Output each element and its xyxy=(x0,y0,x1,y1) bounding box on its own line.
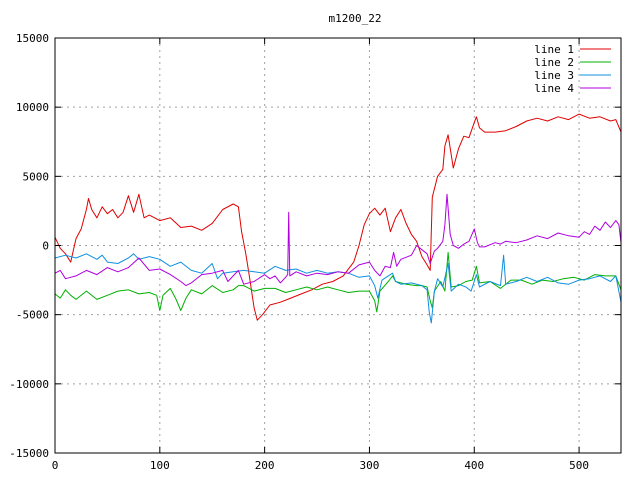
y-tick-label: -15000 xyxy=(9,447,49,460)
legend-label: line 1 xyxy=(534,43,574,56)
x-tick-label: 0 xyxy=(52,459,59,472)
chart-title: m1200_22 xyxy=(329,12,382,25)
legend-label: line 2 xyxy=(534,56,574,69)
x-tick-label: 300 xyxy=(360,459,380,472)
y-tick-label: 0 xyxy=(42,240,49,253)
legend-label: line 4 xyxy=(534,82,574,95)
y-tick-label: 15000 xyxy=(16,32,49,45)
grid-lines xyxy=(55,38,621,453)
x-tick-label: 200 xyxy=(255,459,275,472)
series-line-1 xyxy=(54,113,622,321)
legend-label: line 3 xyxy=(534,69,574,82)
series-line-4 xyxy=(54,193,622,287)
x-tick-label: 400 xyxy=(464,459,484,472)
series-line-3 xyxy=(54,253,622,324)
x-tick-label: 500 xyxy=(569,459,589,472)
y-tick-label: -5000 xyxy=(16,309,49,322)
series-line-2 xyxy=(54,251,622,313)
y-tick-label: -10000 xyxy=(9,378,49,391)
y-tick-label: 5000 xyxy=(23,170,50,183)
series-lines xyxy=(54,113,622,324)
y-tick-label: 10000 xyxy=(16,101,49,114)
x-tick-label: 100 xyxy=(150,459,170,472)
axis-ticks: 0 100 200 300 400 500 -15000 -10000 -5000 0 5000 10… xyxy=(9,32,621,472)
